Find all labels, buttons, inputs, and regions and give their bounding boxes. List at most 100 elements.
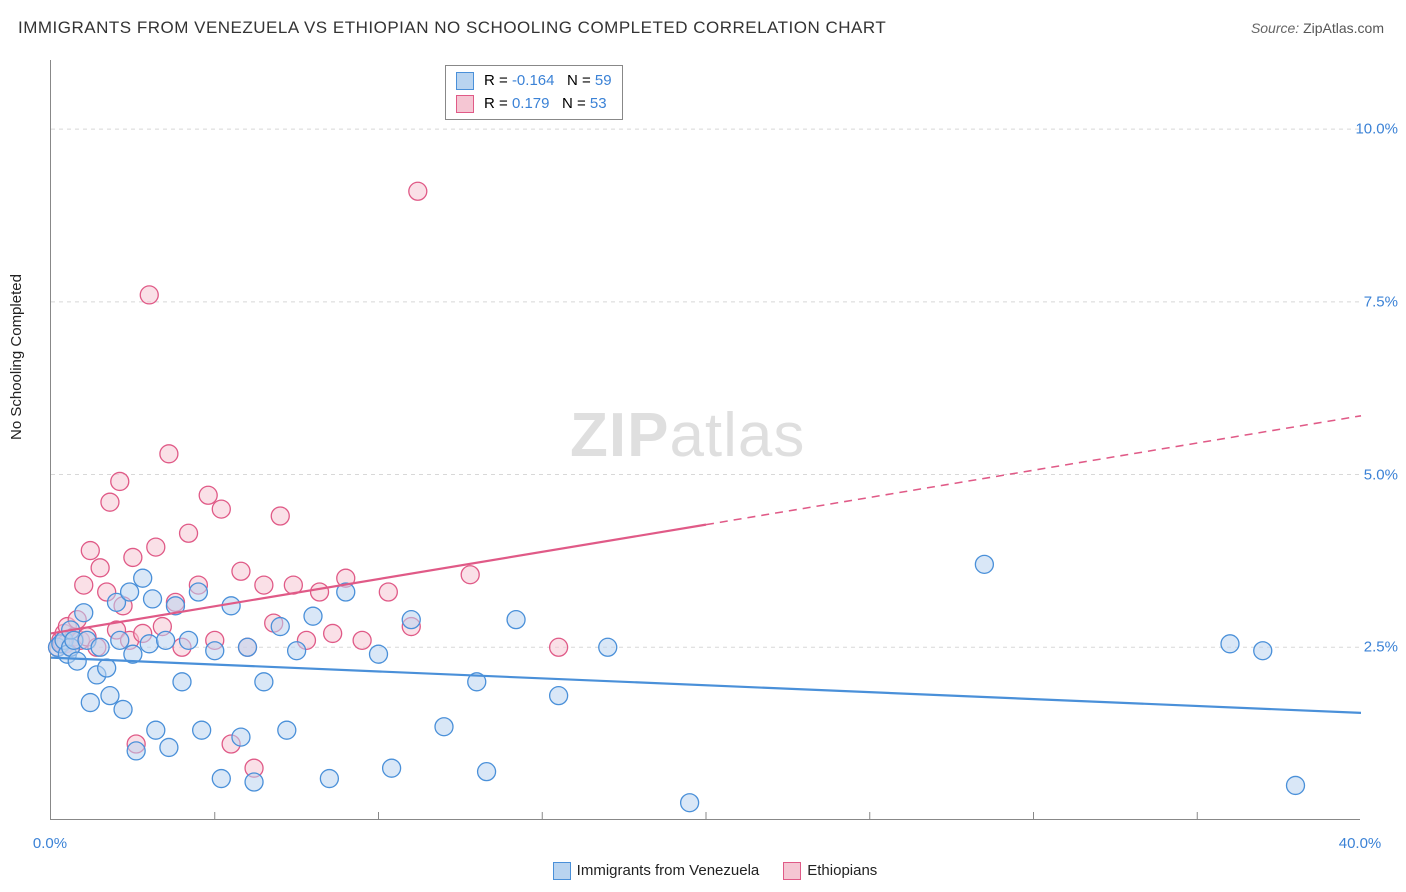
venezuela-point [189,583,207,601]
venezuela-point [1254,642,1272,660]
ethiopians-point [379,583,397,601]
venezuela-point [98,659,116,677]
venezuela-trendline [51,658,1361,713]
ethiopians-point [160,445,178,463]
stats-row-ethiopians: R = 0.179 N = 53 [456,93,612,116]
y-axis-label: No Schooling Completed [8,274,25,440]
venezuela-point [68,652,86,670]
venezuela-point [91,638,109,656]
correlation-stats-box: R = -0.164 N = 59R = 0.179 N = 53 [445,65,623,120]
venezuela-point [681,794,699,812]
y-tick-label: 7.5% [1364,293,1398,310]
venezuela-point [111,631,129,649]
ethiopians-point [212,500,230,518]
ethiopians-point [271,507,289,525]
y-tick-label: 10.0% [1355,121,1398,138]
ethiopians-point [232,562,250,580]
venezuela-point [550,687,568,705]
ethiopians-point [324,624,342,642]
ethiopians-trendline-extrapolated [706,416,1361,525]
venezuela-point [206,642,224,660]
venezuela-point [222,597,240,615]
venezuela-point [271,618,289,636]
venezuela-point [232,728,250,746]
venezuela-point [478,763,496,781]
venezuela-point [81,694,99,712]
y-tick-label: 5.0% [1364,466,1398,483]
ethiopians-swatch [456,95,474,113]
venezuela-point [1287,776,1305,794]
y-tick-label: 2.5% [1364,639,1398,656]
stats-row-venezuela: R = -0.164 N = 59 [456,70,612,93]
r-label: R = [484,95,512,112]
ethiopians-point [199,486,217,504]
venezuela-point [101,687,119,705]
venezuela-point [1221,635,1239,653]
ethiopians-point [353,631,371,649]
venezuela-point [140,635,158,653]
source-attribution: Source: ZipAtlas.com [1251,20,1384,36]
x-tick-label: 0.0% [33,835,67,852]
r-value: -0.164 [512,72,555,89]
venezuela-point [114,700,132,718]
ethiopians-point [255,576,273,594]
venezuela-point [599,638,617,656]
ethiopians-point [550,638,568,656]
venezuela-point [157,631,175,649]
venezuela-point [134,569,152,587]
n-value: 59 [595,72,612,89]
r-label: R = [484,72,512,89]
venezuela-point [402,611,420,629]
n-value: 53 [590,95,607,112]
venezuela-point [383,759,401,777]
venezuela-point [370,645,388,663]
venezuela-point [193,721,211,739]
venezuela-legend-label: Immigrants from Venezuela [577,862,760,879]
ethiopians-point [461,566,479,584]
venezuela-point [75,604,93,622]
venezuela-point [278,721,296,739]
ethiopians-point [91,559,109,577]
venezuela-point [121,583,139,601]
venezuela-point [255,673,273,691]
r-value: 0.179 [512,95,550,112]
x-tick-label: 40.0% [1339,835,1382,852]
ethiopians-point [111,472,129,490]
venezuela-point [127,742,145,760]
venezuela-point [975,555,993,573]
scatter-plot-area [50,60,1360,820]
venezuela-point [245,773,263,791]
venezuela-swatch [456,72,474,90]
ethiopians-point [311,583,329,601]
venezuela-legend-swatch [553,862,571,880]
venezuela-point [304,607,322,625]
chart-title: IMMIGRANTS FROM VENEZUELA VS ETHIOPIAN N… [18,18,886,38]
venezuela-point [239,638,257,656]
plot-svg [51,60,1361,820]
ethiopians-point [75,576,93,594]
ethiopians-point [180,524,198,542]
venezuela-point [435,718,453,736]
venezuela-point [212,770,230,788]
ethiopians-point [124,548,142,566]
ethiopians-point [81,542,99,560]
ethiopians-legend-swatch [783,862,801,880]
ethiopians-legend-label: Ethiopians [807,862,877,879]
venezuela-point [144,590,162,608]
venezuela-point [507,611,525,629]
source-value: ZipAtlas.com [1303,20,1384,36]
ethiopians-point [147,538,165,556]
n-label: N = [554,72,594,89]
venezuela-point [180,631,198,649]
venezuela-point [173,673,191,691]
bottom-legend: Immigrants from Venezuela Ethiopians [0,862,1406,880]
ethiopians-point [101,493,119,511]
venezuela-point [160,738,178,756]
source-label: Source: [1251,20,1299,36]
venezuela-point [288,642,306,660]
n-label: N = [549,95,589,112]
venezuela-point [147,721,165,739]
ethiopians-point [140,286,158,304]
venezuela-point [320,770,338,788]
ethiopians-point [409,182,427,200]
